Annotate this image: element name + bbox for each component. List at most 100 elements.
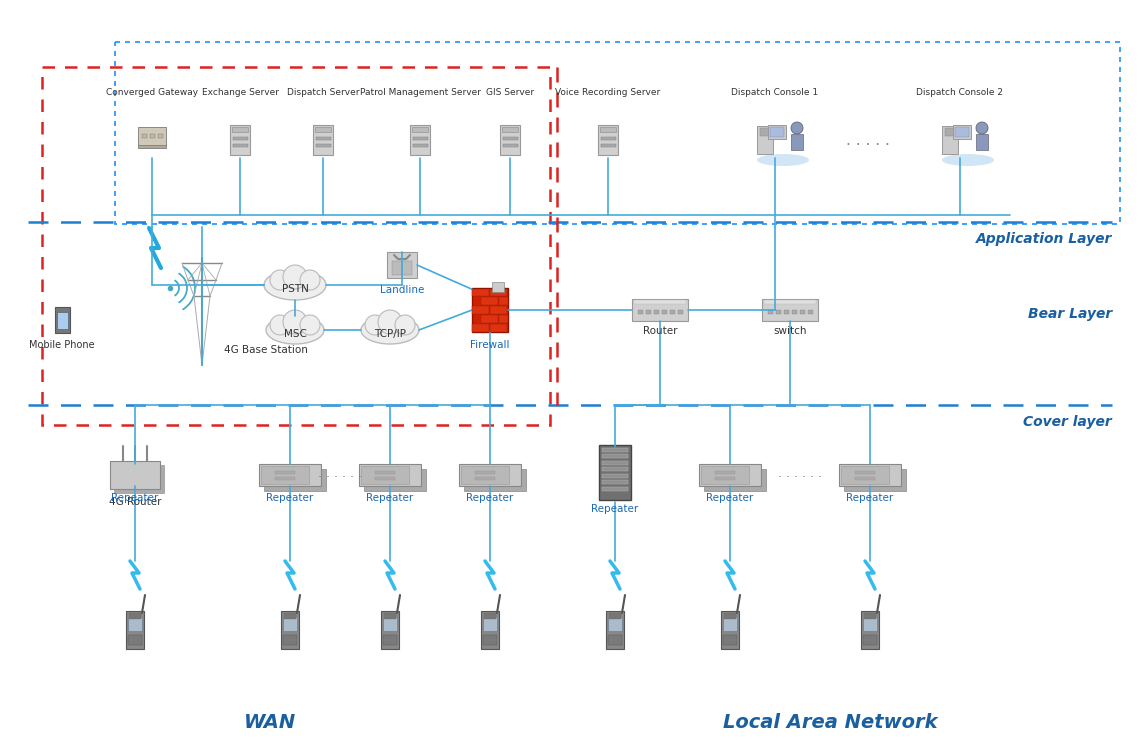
FancyBboxPatch shape <box>762 299 819 321</box>
FancyBboxPatch shape <box>481 297 498 305</box>
FancyBboxPatch shape <box>855 470 876 473</box>
FancyBboxPatch shape <box>128 617 142 631</box>
FancyBboxPatch shape <box>261 466 309 484</box>
Circle shape <box>270 270 290 290</box>
FancyBboxPatch shape <box>475 470 495 473</box>
FancyBboxPatch shape <box>775 310 781 314</box>
FancyBboxPatch shape <box>283 635 298 645</box>
FancyBboxPatch shape <box>129 613 141 619</box>
FancyBboxPatch shape <box>503 136 518 139</box>
FancyBboxPatch shape <box>490 306 507 314</box>
FancyBboxPatch shape <box>157 134 163 138</box>
Text: Repeater: Repeater <box>466 493 514 503</box>
Text: Cover layer: Cover layer <box>1024 415 1112 429</box>
FancyBboxPatch shape <box>264 469 326 491</box>
FancyBboxPatch shape <box>481 315 498 322</box>
FancyBboxPatch shape <box>608 635 622 645</box>
FancyBboxPatch shape <box>598 125 618 155</box>
FancyBboxPatch shape <box>701 466 749 484</box>
Text: Repeater: Repeater <box>366 493 414 503</box>
FancyBboxPatch shape <box>669 310 675 314</box>
FancyBboxPatch shape <box>602 454 628 458</box>
FancyBboxPatch shape <box>606 611 624 649</box>
FancyBboxPatch shape <box>284 613 296 619</box>
Circle shape <box>283 310 307 334</box>
FancyBboxPatch shape <box>464 469 526 491</box>
FancyBboxPatch shape <box>715 470 735 473</box>
FancyBboxPatch shape <box>392 261 412 275</box>
FancyBboxPatch shape <box>955 127 969 137</box>
FancyBboxPatch shape <box>653 310 659 314</box>
FancyBboxPatch shape <box>807 310 813 314</box>
FancyBboxPatch shape <box>141 134 147 138</box>
FancyBboxPatch shape <box>602 461 628 465</box>
Circle shape <box>300 270 320 290</box>
Circle shape <box>326 150 329 153</box>
FancyBboxPatch shape <box>461 466 508 484</box>
FancyBboxPatch shape <box>841 466 889 484</box>
FancyBboxPatch shape <box>499 315 508 322</box>
Text: Dispatch Server: Dispatch Server <box>287 88 359 97</box>
Text: Repeater: Repeater <box>846 493 894 503</box>
FancyBboxPatch shape <box>459 464 521 486</box>
FancyBboxPatch shape <box>503 144 518 147</box>
Circle shape <box>513 150 516 153</box>
Text: Converged Gateway: Converged Gateway <box>106 88 198 97</box>
FancyBboxPatch shape <box>472 289 489 296</box>
Circle shape <box>283 265 307 289</box>
FancyBboxPatch shape <box>791 310 797 314</box>
FancyBboxPatch shape <box>492 282 504 292</box>
FancyBboxPatch shape <box>359 464 421 486</box>
Circle shape <box>300 315 320 335</box>
FancyBboxPatch shape <box>233 144 247 147</box>
FancyBboxPatch shape <box>275 470 295 473</box>
FancyBboxPatch shape <box>976 134 988 150</box>
Text: Dispatch Console 2: Dispatch Console 2 <box>917 88 1003 97</box>
FancyBboxPatch shape <box>602 473 628 477</box>
FancyBboxPatch shape <box>602 486 628 491</box>
FancyBboxPatch shape <box>724 613 736 619</box>
Circle shape <box>394 315 415 335</box>
FancyBboxPatch shape <box>364 469 426 491</box>
FancyBboxPatch shape <box>283 617 298 631</box>
FancyBboxPatch shape <box>127 611 144 649</box>
FancyBboxPatch shape <box>275 476 295 479</box>
FancyBboxPatch shape <box>602 447 628 452</box>
FancyBboxPatch shape <box>316 136 331 139</box>
FancyBboxPatch shape <box>942 126 958 154</box>
FancyBboxPatch shape <box>412 126 428 132</box>
FancyBboxPatch shape <box>677 310 683 314</box>
Text: . . . . .: . . . . . <box>846 132 890 147</box>
FancyBboxPatch shape <box>715 476 735 479</box>
FancyBboxPatch shape <box>634 300 686 304</box>
FancyBboxPatch shape <box>361 466 409 484</box>
Text: Firewall: Firewall <box>471 340 510 350</box>
FancyBboxPatch shape <box>953 125 971 139</box>
Text: TCP/IP: TCP/IP <box>374 329 406 339</box>
FancyBboxPatch shape <box>490 324 507 331</box>
FancyBboxPatch shape <box>481 611 499 649</box>
Circle shape <box>611 150 614 153</box>
Text: WAN: WAN <box>244 713 296 732</box>
FancyBboxPatch shape <box>602 480 628 484</box>
FancyBboxPatch shape <box>791 134 803 150</box>
FancyBboxPatch shape <box>783 310 789 314</box>
FancyBboxPatch shape <box>472 324 489 331</box>
FancyBboxPatch shape <box>863 617 877 631</box>
FancyBboxPatch shape <box>384 613 396 619</box>
Text: Repeater: Repeater <box>112 493 158 503</box>
Text: Bear Layer: Bear Layer <box>1028 307 1112 320</box>
FancyBboxPatch shape <box>645 310 651 314</box>
FancyBboxPatch shape <box>661 310 667 314</box>
FancyBboxPatch shape <box>109 461 160 489</box>
FancyBboxPatch shape <box>410 125 430 155</box>
FancyBboxPatch shape <box>114 465 164 493</box>
FancyBboxPatch shape <box>375 476 394 479</box>
FancyBboxPatch shape <box>723 617 736 631</box>
FancyBboxPatch shape <box>770 127 784 137</box>
FancyBboxPatch shape <box>315 126 331 132</box>
FancyBboxPatch shape <box>280 611 299 649</box>
FancyBboxPatch shape <box>945 128 955 136</box>
FancyBboxPatch shape <box>233 126 249 132</box>
FancyBboxPatch shape <box>861 611 879 649</box>
